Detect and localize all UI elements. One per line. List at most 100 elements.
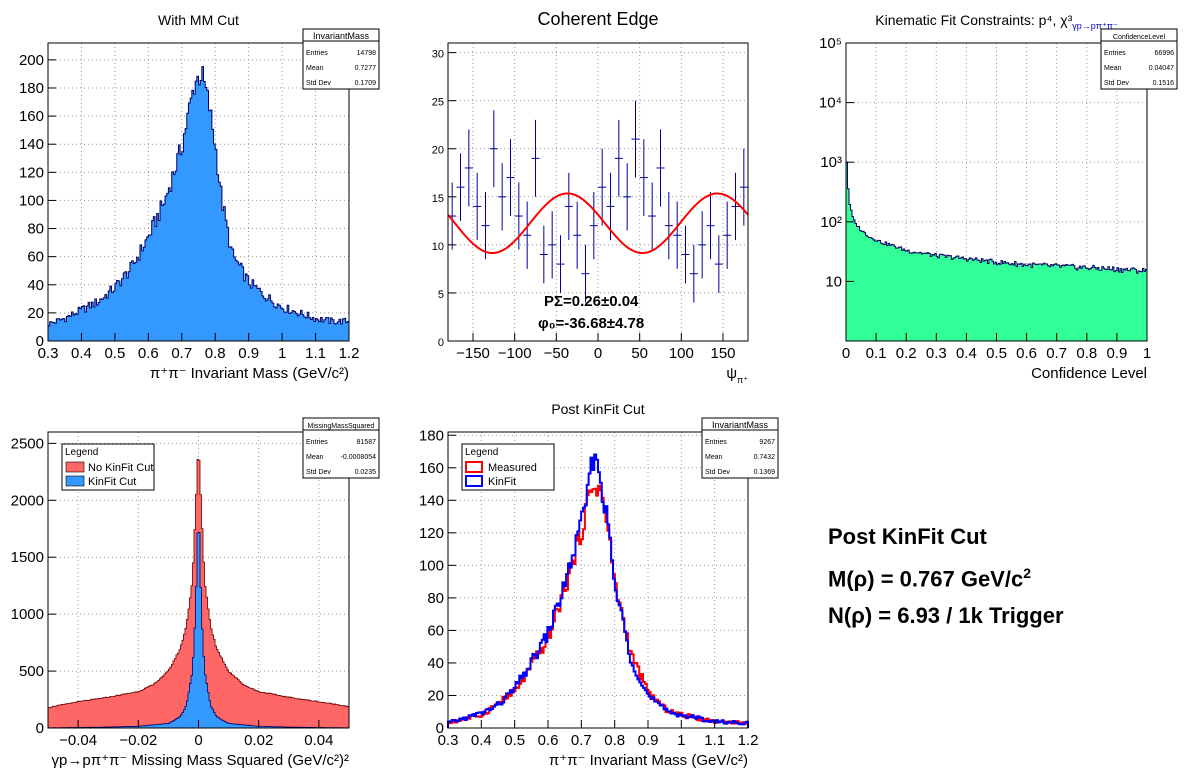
chart-3-ytick-label-2: 1000 [11,606,44,623]
chart-1-ytick-label-1: 5 [438,289,444,301]
chart-3-ytick-label-0: 0 [36,720,44,737]
chart-1-fit-curve [447,192,749,255]
chart-3-legend-swatch-0 [65,461,85,473]
chart-0-ytick-label-8: 160 [19,108,44,125]
chart-3-stats-key-0: Entries [306,439,328,446]
chart-4-legend-label-1: KinFit [488,476,516,488]
chart-0-histogram [47,66,350,342]
chart-0-ytick-label-7: 140 [19,136,44,153]
chart-3-ytick-label-1: 500 [19,663,44,680]
chart-4-stats-key-2: Std Dev [705,469,730,476]
chart-0-xlabel: π⁺π⁻ Invariant Mass (GeV/c²) [150,365,349,382]
chart-4-ytick-label-8: 160 [419,460,444,477]
chart-3-xtick-label-3: 0.02 [244,732,273,749]
chart-4-xtick-label-7: 1 [677,732,685,749]
chart-2-stats-key-2: Std Dev [1104,80,1129,87]
chart-3-ytick-label-4: 2000 [11,492,44,509]
chart-4-stats-box [701,417,779,479]
chart-3-stats-box [302,417,380,479]
chart-2-xtick-label-6: 0.6 [1016,345,1037,362]
summary-mass-text: M(ρ) = 0.767 GeV/c [828,566,1024,592]
chart-2-histogram [845,161,1148,342]
chart-4-stats-name: InvariantMass [712,420,769,430]
chart-3-stats-name: MissingMassSquared [308,423,375,430]
chart-4-ytick-label-4: 80 [427,590,444,607]
chart-2-title: Kinematic Fit Constraints: p⁴, χ³γp→pπ⁺π… [875,12,1118,31]
chart-2-xtick-label-8: 0.8 [1076,345,1097,362]
chart-4-legend-title: Legend [465,447,498,458]
chart-4-xtick-label-1: 0.4 [471,732,492,749]
chart-1-ytick-label-2: 10 [432,241,444,253]
chart-4-title: Post KinFit Cut [551,401,644,417]
chart-2-xtick-label-9: 0.9 [1106,345,1127,362]
chart-2-xtick-label-4: 0.4 [956,345,977,362]
chart-3-stats-val-0: 81587 [357,439,377,446]
chart-0-ytick-label-9: 180 [19,80,44,97]
chart-4-frame [447,431,749,729]
chart-4-legend-box [461,443,555,491]
chart-0-stats-val-0: 14798 [357,50,377,57]
chart-3-ytick-label-5: 2500 [11,435,44,452]
chart-0-stats-key-0: Entries [306,50,328,57]
chart-4-ytick-label-6: 120 [419,525,444,542]
chart-4-xtick-label-9: 1.2 [738,732,759,749]
chart-3-stats-val-1: -0.0008054 [341,454,377,461]
chart-2-stats-val-2: 0.1516 [1153,80,1175,87]
chart-4-legend-swatch-0 [465,461,483,473]
chart-4-xtick-label-6: 0.9 [638,732,659,749]
chart-0-xtick-label-9: 1.2 [339,345,360,362]
chart-1-ytick-label-3: 15 [432,193,444,205]
chart-4-xtick-label-5: 0.8 [604,732,625,749]
chart-2-xtick-label-2: 0.2 [896,345,917,362]
chart-0-stats-name: InvariantMass [313,31,370,41]
chart-3-legend-label-1: KinFit Cut [88,476,136,488]
chart-1-xtick-label-1: −100 [498,345,532,362]
chart-3-xtick-label-4: 0.04 [304,732,333,749]
chart-2-stats-key-0: Entries [1104,50,1126,57]
chart-0-xtick-label-5: 0.8 [205,345,226,362]
chart-4-ytick-label-5: 100 [419,557,444,574]
chart-1-xlabel: ψπ⁺ [726,365,748,385]
chart-1-xtick-label-6: 150 [710,345,735,362]
chart-0-ytick-label-1: 20 [27,305,44,322]
chart-4-xtick-label-8: 1.1 [704,732,725,749]
chart-2-xtick-label-0: 0 [842,345,850,362]
chart-0-xtick-label-0: 0.3 [38,345,59,362]
chart-1-ytick-label-5: 25 [432,97,444,109]
chart-3-legend-label-0: No KinFit Cut [88,462,153,474]
chart-0-xtick-label-4: 0.7 [171,345,192,362]
chart-2-stats-val-1: 0.04047 [1149,65,1174,72]
chart-2-ytick-label-4: 10⁵ [819,35,842,52]
chart-4-series-1 [447,453,749,728]
chart-4-stats-val-0: 9267 [759,439,775,446]
chart-0-xtick-label-8: 1.1 [305,345,326,362]
chart-4-ytick-label-1: 20 [427,687,444,704]
chart-2-xtick-label-5: 0.5 [986,345,1007,362]
summary-yield: N(ρ) = 6.93 / 1k Trigger [828,603,1064,629]
chart-0-ytick-label-0: 0 [36,333,44,350]
chart-0-stats-key-2: Std Dev [306,80,331,87]
chart-3-xlabel: γp→pπ⁺π⁻ Missing Mass Squared (GeV/c²)² [52,752,349,769]
chart-4-xlabel: π⁺π⁻ Invariant Mass (GeV/c²) [549,752,748,769]
summary-title: Post KinFit Cut [828,524,987,549]
chart-2-xlabel: Confidence Level [1031,365,1147,382]
chart-1-annotation-1: φ₀=-36.68±4.78 [538,315,644,332]
chart-0-ytick-label-4: 80 [27,221,44,238]
chart-0-ytick-label-3: 60 [27,249,44,266]
chart-4-legend-swatch-1 [465,475,483,487]
chart-3-stats-key-2: Std Dev [306,469,331,476]
chart-2-stats-val-0: 66996 [1155,50,1175,57]
chart-2-xtick-label-3: 0.3 [926,345,947,362]
chart-4-xtick-label-3: 0.6 [538,732,559,749]
chart-4-stats-val-2: 0.1369 [754,469,776,476]
chart-0-xtick-label-7: 1 [278,345,286,362]
chart-1-ytick-label-0: 0 [438,337,444,349]
chart-2-xtick-label-10: 1 [1143,345,1151,362]
chart-4-ytick-label-9: 180 [419,427,444,444]
chart-1-ytick-label-6: 30 [432,49,444,61]
chart-2-stats-box [1100,28,1178,90]
chart-1-xtick-label-0: −150 [456,345,490,362]
chart-2-ytick-label-3: 10⁴ [819,95,842,112]
chart-2-stats-name: ConfidenceLevel [1113,34,1166,41]
